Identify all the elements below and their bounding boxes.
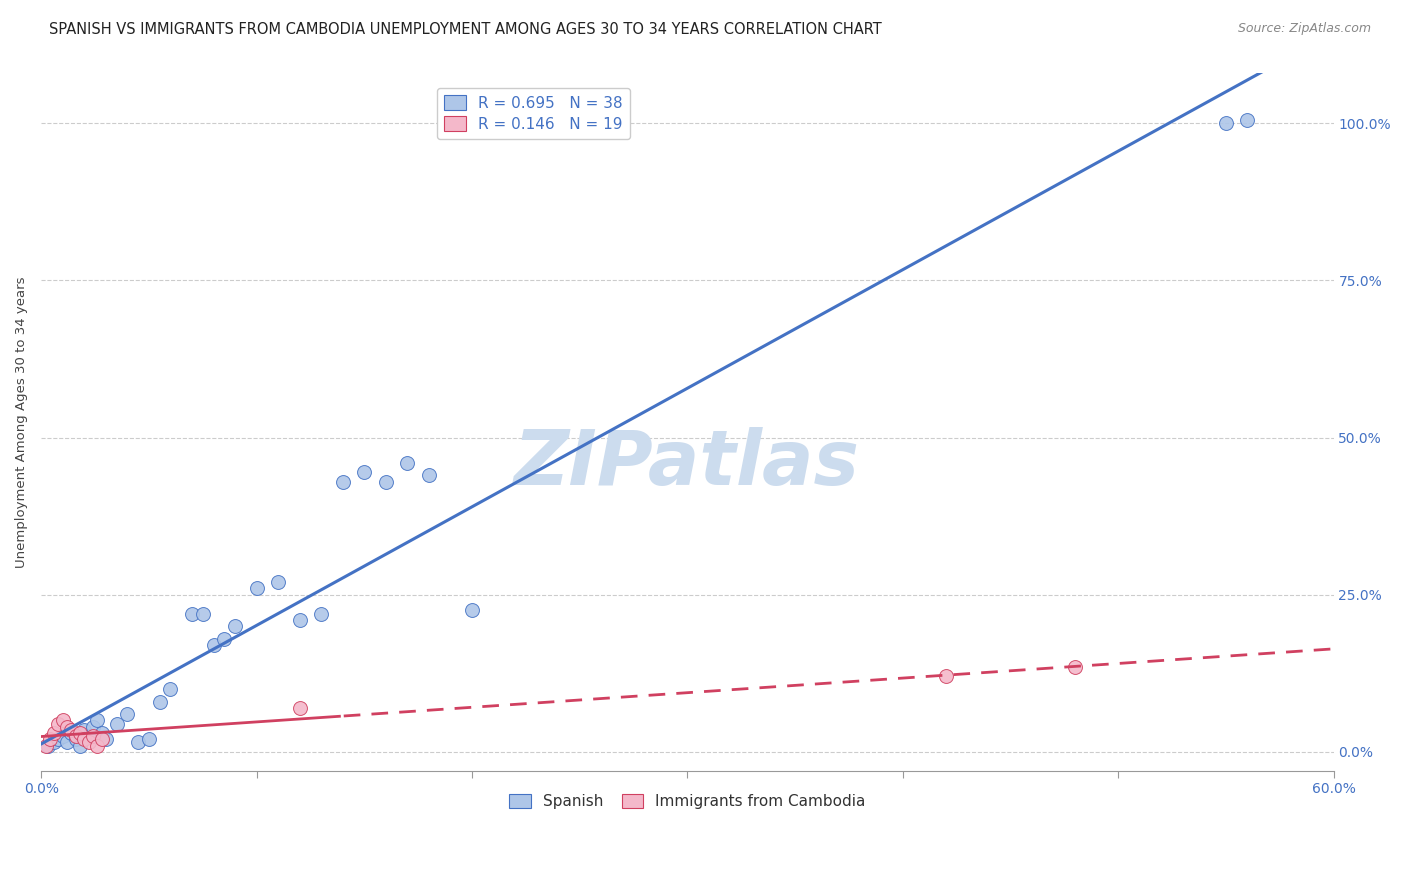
Point	[105, 716, 128, 731]
Point	[42, 735, 65, 749]
Point	[60, 723, 83, 737]
Point	[65, 732, 87, 747]
Point	[1215, 116, 1237, 130]
Point	[245, 582, 267, 596]
Point	[288, 613, 311, 627]
Text: Source: ZipAtlas.com: Source: ZipAtlas.com	[1237, 22, 1371, 36]
Point	[1064, 660, 1087, 674]
Point	[353, 465, 375, 479]
Point	[82, 729, 104, 743]
Point	[38, 732, 60, 747]
Point	[34, 739, 56, 753]
Point	[191, 607, 214, 621]
Point	[90, 732, 112, 747]
Point	[332, 475, 354, 489]
Point	[86, 714, 108, 728]
Point	[56, 720, 79, 734]
Y-axis label: Unemployment Among Ages 30 to 34 years: Unemployment Among Ages 30 to 34 years	[15, 277, 28, 567]
Point	[138, 732, 160, 747]
Point	[396, 456, 419, 470]
Point	[52, 714, 75, 728]
Point	[94, 732, 117, 747]
Point	[69, 739, 91, 753]
Point	[60, 726, 83, 740]
Point	[181, 607, 204, 621]
Point	[288, 701, 311, 715]
Point	[48, 732, 70, 747]
Text: ZIPatlas: ZIPatlas	[515, 426, 860, 500]
Point	[1236, 113, 1258, 128]
Point	[65, 729, 87, 743]
Point	[149, 694, 172, 708]
Legend: Spanish, Immigrants from Cambodia: Spanish, Immigrants from Cambodia	[503, 788, 872, 815]
Point	[86, 739, 108, 753]
Point	[117, 707, 139, 722]
Point	[214, 632, 236, 646]
Point	[52, 729, 75, 743]
Point	[73, 732, 96, 747]
Point	[82, 720, 104, 734]
Point	[77, 735, 100, 749]
Point	[267, 575, 290, 590]
Point	[69, 726, 91, 740]
Point	[374, 475, 396, 489]
Point	[935, 669, 957, 683]
Point	[461, 603, 484, 617]
Text: SPANISH VS IMMIGRANTS FROM CAMBODIA UNEMPLOYMENT AMONG AGES 30 TO 34 YEARS CORRE: SPANISH VS IMMIGRANTS FROM CAMBODIA UNEM…	[49, 22, 882, 37]
Point	[37, 739, 59, 753]
Point	[418, 468, 440, 483]
Point	[127, 735, 149, 749]
Point	[42, 726, 65, 740]
Point	[73, 723, 96, 737]
Point	[90, 726, 112, 740]
Point	[48, 716, 70, 731]
Point	[77, 729, 100, 743]
Point	[56, 735, 79, 749]
Point	[309, 607, 332, 621]
Point	[224, 619, 246, 633]
Point	[202, 638, 225, 652]
Point	[159, 681, 181, 696]
